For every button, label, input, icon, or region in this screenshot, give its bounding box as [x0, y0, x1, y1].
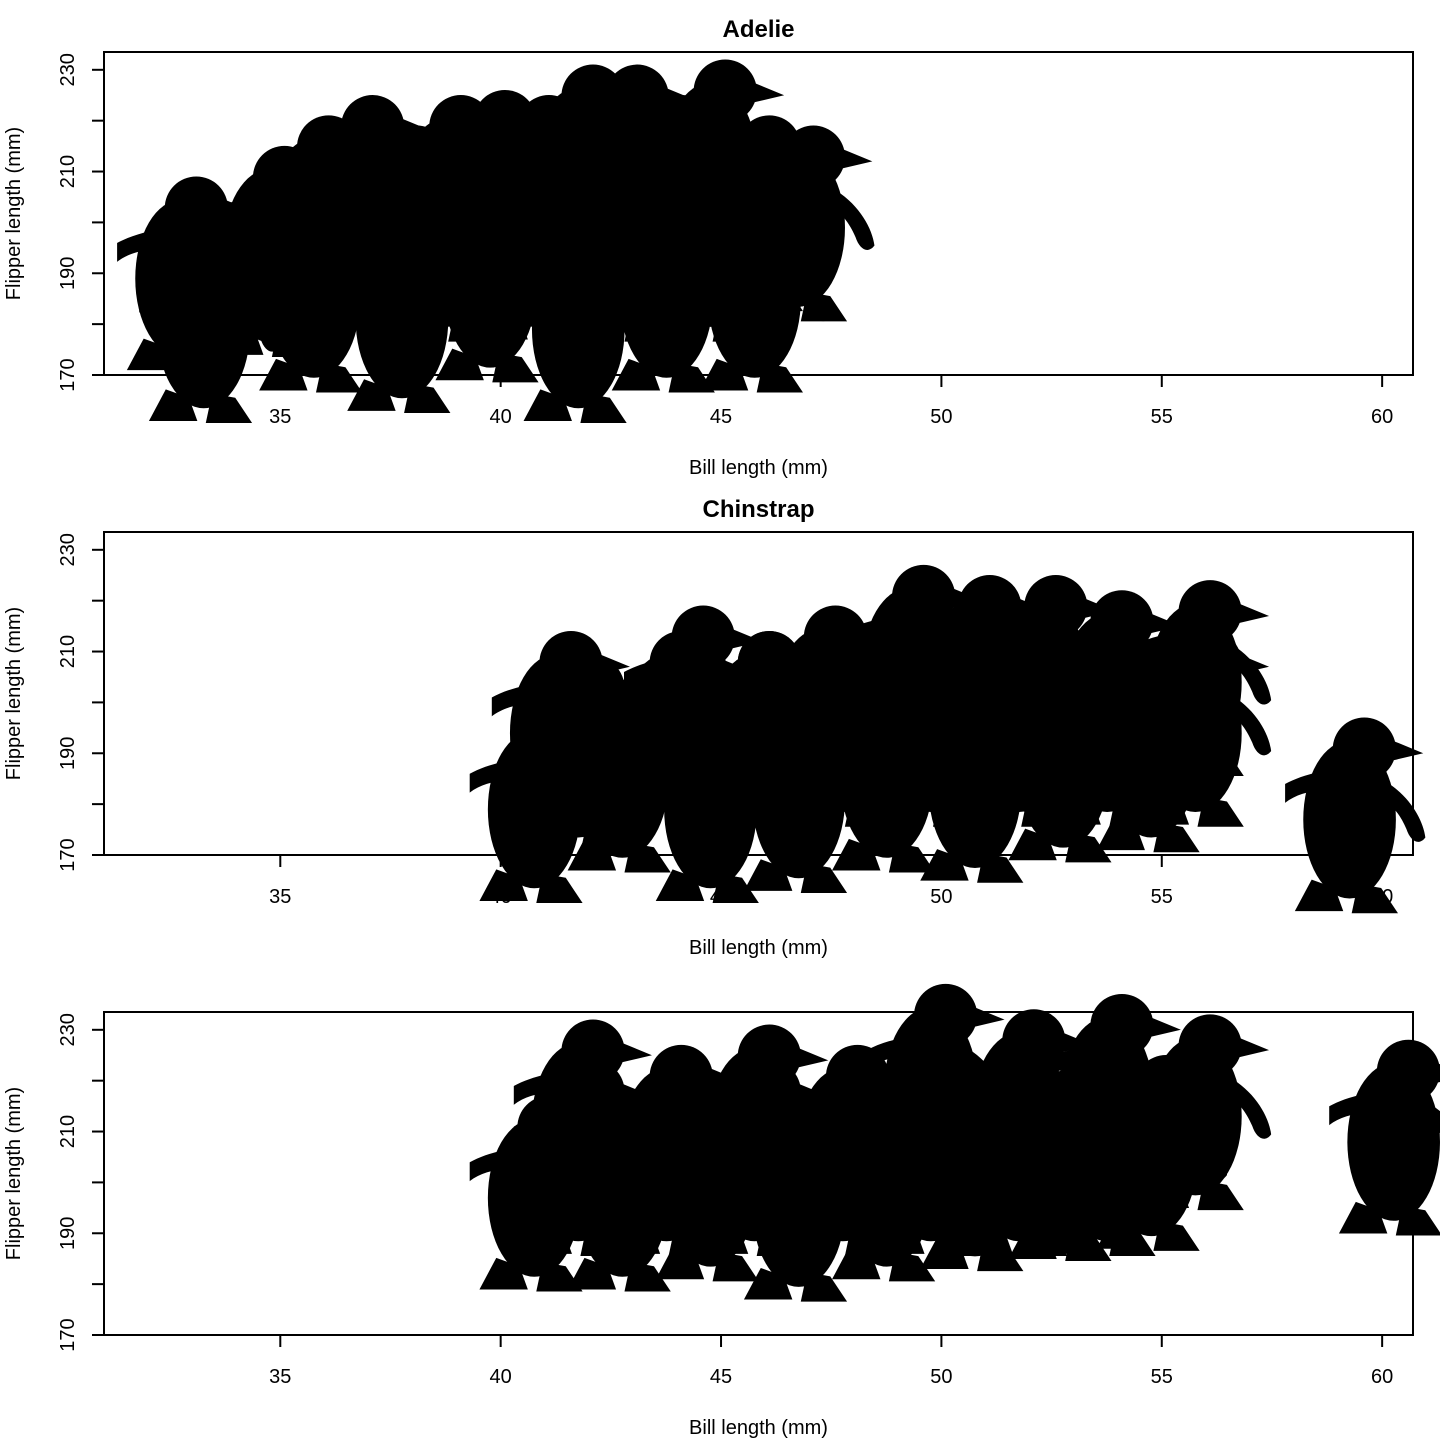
y-tick-label: 230 [57, 53, 79, 86]
x-tick-label: 45 [710, 1366, 732, 1388]
x-tick-label: 40 [490, 886, 512, 908]
x-tick-label: 60 [1371, 886, 1393, 908]
y-tick-label: 190 [57, 1217, 79, 1250]
x-axis: 35 40 45 50 55 60 Bill length (mm) [269, 854, 1393, 959]
y-tick-label: 230 [57, 533, 79, 566]
x-tick-label: 50 [930, 406, 952, 428]
y-axis: 170 190 210 230 Flipper length (mm) [3, 1013, 105, 1352]
y-tick-label: 210 [57, 155, 79, 188]
x-tick-label: 55 [1151, 1366, 1173, 1388]
panel-title: Chinstrap [702, 496, 814, 523]
panel-3: 35 40 45 50 55 60 Bill length (mm) 170 190 210 230… [3, 983, 1440, 1439]
penguin-markers [117, 59, 875, 424]
x-axis-label: Bill length (mm) [689, 1417, 828, 1439]
penguin-markers [469, 564, 1426, 914]
x-axis: 35 40 45 50 55 60 Bill length (mm) [269, 374, 1393, 479]
y-tick-label: 170 [57, 838, 79, 871]
x-tick-label: 45 [710, 886, 732, 908]
y-tick-label: 170 [57, 1318, 79, 1351]
y-axis-label: Flipper length (mm) [3, 127, 25, 300]
y-axis-label: Flipper length (mm) [3, 1087, 25, 1260]
x-tick-label: 40 [490, 406, 512, 428]
y-tick-label: 190 [57, 737, 79, 770]
panel-1: Adelie 35 40 45 50 55 60 Bill length (mm) 170 190… [3, 16, 1414, 479]
y-axis: 170 190 210 230 Flipper length (mm) [3, 53, 105, 392]
x-tick-label: 60 [1371, 406, 1393, 428]
y-tick-label: 230 [57, 1013, 79, 1046]
x-tick-label: 40 [490, 1366, 512, 1388]
panel-2: Chinstrap 35 40 45 50 55 60 Bill length (mm) 170… [3, 496, 1426, 959]
panel-title: Adelie [722, 16, 794, 43]
y-tick-label: 190 [57, 257, 79, 290]
x-axis-label: Bill length (mm) [689, 457, 828, 479]
y-tick-label: 210 [57, 1115, 79, 1148]
x-axis: 35 40 45 50 55 60 Bill length (mm) [269, 1334, 1393, 1439]
x-tick-label: 35 [269, 886, 291, 908]
y-axis-label: Flipper length (mm) [3, 607, 25, 780]
x-axis-label: Bill length (mm) [689, 937, 828, 959]
x-tick-label: 55 [1151, 886, 1173, 908]
penguin-silhouette-icon [1285, 717, 1426, 914]
x-tick-label: 55 [1151, 406, 1173, 428]
x-tick-label: 45 [710, 406, 732, 428]
y-axis: 170 190 210 230 Flipper length (mm) [3, 533, 105, 872]
y-tick-label: 210 [57, 635, 79, 668]
x-tick-label: 60 [1371, 1366, 1393, 1388]
x-tick-label: 50 [930, 1366, 952, 1388]
x-tick-label: 35 [269, 1366, 291, 1388]
penguin-silhouette-icon [1329, 1039, 1440, 1236]
y-tick-label: 170 [57, 358, 79, 391]
x-tick-label: 35 [269, 406, 291, 428]
penguin-markers [469, 983, 1440, 1302]
x-tick-label: 50 [930, 886, 952, 908]
